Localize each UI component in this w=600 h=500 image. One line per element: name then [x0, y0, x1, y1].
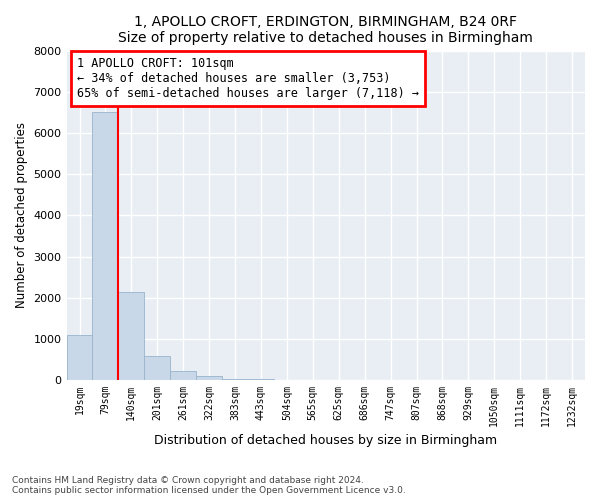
Bar	[92, 112, 118, 380]
Bar	[196, 376, 222, 380]
Y-axis label: Number of detached properties: Number of detached properties	[15, 122, 28, 308]
Bar	[67, 335, 92, 380]
Bar	[170, 371, 196, 380]
Bar	[145, 356, 170, 380]
Bar	[118, 292, 145, 380]
Title: 1, APOLLO CROFT, ERDINGTON, BIRMINGHAM, B24 0RF
Size of property relative to det: 1, APOLLO CROFT, ERDINGTON, BIRMINGHAM, …	[118, 15, 533, 45]
X-axis label: Distribution of detached houses by size in Birmingham: Distribution of detached houses by size …	[154, 434, 497, 448]
Text: 1 APOLLO CROFT: 101sqm
← 34% of detached houses are smaller (3,753)
65% of semi-: 1 APOLLO CROFT: 101sqm ← 34% of detached…	[77, 57, 419, 100]
Text: Contains HM Land Registry data © Crown copyright and database right 2024.
Contai: Contains HM Land Registry data © Crown c…	[12, 476, 406, 495]
Bar	[222, 378, 248, 380]
